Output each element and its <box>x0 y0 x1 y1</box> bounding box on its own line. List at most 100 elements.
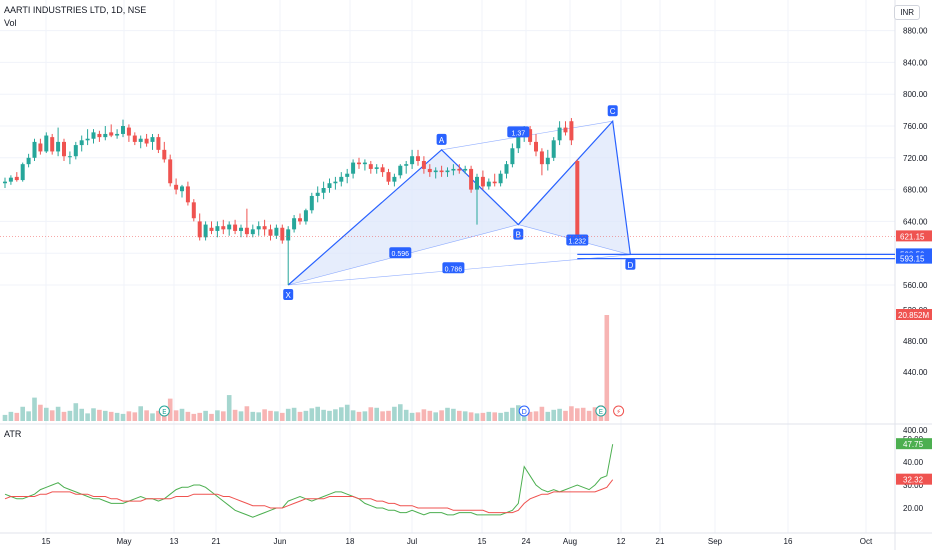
candle-body <box>185 186 190 203</box>
volume-bar <box>262 409 267 421</box>
event-marker <box>595 405 607 417</box>
candle-body <box>203 224 208 238</box>
candle-body <box>357 162 361 165</box>
candle-body <box>410 156 415 165</box>
volume-bar <box>333 409 338 421</box>
event-marker-label: E <box>599 408 603 416</box>
price-tick-label: 840.00 <box>903 58 928 67</box>
candle-body <box>451 168 456 171</box>
price-tick-label: 880.00 <box>903 27 928 36</box>
candle-body <box>97 133 102 138</box>
candle-body <box>26 157 31 165</box>
candle-body <box>50 137 55 152</box>
pattern-point-label: B <box>516 231 521 240</box>
candle-body <box>280 227 285 241</box>
candle-body <box>262 226 267 230</box>
currency-button[interactable]: INR <box>894 5 920 20</box>
volume-bar <box>85 413 90 421</box>
candle-body <box>510 148 515 165</box>
time-tick-label: 15 <box>42 537 51 546</box>
candle-body <box>85 138 90 141</box>
volume-bar <box>516 405 521 421</box>
volume-bar <box>545 411 551 421</box>
volume-bar <box>445 407 450 421</box>
volume-bar <box>26 411 31 421</box>
volume-bar <box>575 408 580 421</box>
volume-bar <box>108 411 114 421</box>
candle-body <box>309 195 314 211</box>
volume-bar <box>138 406 143 421</box>
volume-bar <box>398 404 403 421</box>
candle-body <box>227 224 232 230</box>
candle-body <box>486 181 491 187</box>
volume-bar <box>156 410 161 421</box>
candle-body <box>91 132 96 139</box>
candle-body <box>174 184 179 190</box>
volume-bar <box>368 407 374 421</box>
volume-bar <box>498 412 503 421</box>
symbol-title[interactable]: AARTI INDUSTRIES LTD, 1D, NSE <box>4 5 147 15</box>
candle-body <box>126 127 131 136</box>
candle-body <box>138 138 143 142</box>
ratio-label: 1.232 <box>569 238 587 245</box>
volume-bar <box>533 411 539 421</box>
candle-body <box>14 176 19 181</box>
candle-body <box>79 140 84 146</box>
atr-value-badge <box>896 438 932 450</box>
candle-body <box>62 141 66 157</box>
candle-body <box>516 135 521 149</box>
volume-bar <box>191 413 197 421</box>
volume-bar <box>120 413 126 421</box>
volume-bar <box>8 411 14 421</box>
event-marker-label: E <box>162 408 166 416</box>
candle-body <box>197 221 202 238</box>
event-marker-label: D <box>522 408 527 416</box>
volume-bar <box>185 411 191 421</box>
price-tick-label: 560.00 <box>903 281 928 290</box>
volume-bar <box>209 413 214 421</box>
candle-body <box>298 218 302 222</box>
volume-bar <box>61 411 67 421</box>
volume-bar <box>221 411 226 421</box>
price-level-badge <box>896 252 932 264</box>
price-tick-label: 800.00 <box>903 90 928 99</box>
volume-bar <box>309 408 315 421</box>
volume-bar <box>510 407 515 421</box>
ratio-badge <box>566 234 589 246</box>
volume-bar <box>244 406 250 421</box>
volume-bar <box>462 411 468 421</box>
pattern-point-badge <box>436 133 447 145</box>
volume-bar <box>557 408 562 421</box>
candle-body <box>362 162 367 165</box>
pattern-point-label: A <box>439 136 445 145</box>
candle-body <box>457 168 462 171</box>
ratio-label: 0.596 <box>392 251 410 258</box>
volume-bar <box>203 410 208 421</box>
candle-body <box>221 226 226 230</box>
volume-bar <box>327 410 332 421</box>
volume-label[interactable]: Vol <box>4 18 17 28</box>
candle-body <box>268 229 273 236</box>
candle-body <box>32 141 37 158</box>
volume-bar <box>238 411 244 421</box>
ratio-badge <box>389 247 412 259</box>
candle-body <box>274 227 279 236</box>
pattern-point-badge <box>513 228 524 240</box>
volume-bar <box>67 410 73 421</box>
volume-bar <box>179 408 185 421</box>
candle-body <box>569 121 574 141</box>
volume-bar <box>162 413 167 421</box>
volume-bar <box>350 410 356 421</box>
pattern-point-badge <box>283 289 294 300</box>
volume-bar <box>126 411 132 421</box>
candle-body <box>374 167 379 169</box>
volume-bar <box>79 408 84 421</box>
atr-label[interactable]: ATR <box>4 429 22 439</box>
time-tick-label: 18 <box>346 537 355 546</box>
candle-body <box>563 127 568 133</box>
volume-bar <box>409 412 415 421</box>
candle-body <box>156 137 161 150</box>
candle-body <box>44 135 49 152</box>
volume-bar <box>586 410 592 421</box>
